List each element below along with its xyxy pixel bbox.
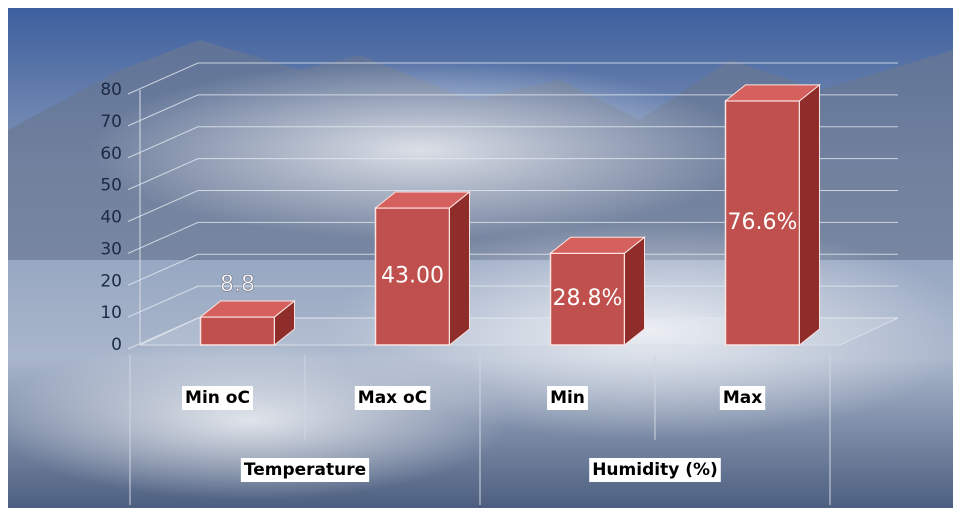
y-tick-label: 60 (100, 144, 122, 164)
bar (199, 316, 276, 346)
grid-line (127, 190, 898, 222)
grid-line (127, 158, 898, 191)
label-box (240, 458, 370, 482)
cloud (90, 60, 750, 240)
bar-side (449, 190, 470, 347)
value-label: 76.6% (728, 210, 798, 235)
group-label: Humidity (%) (592, 460, 718, 480)
grid-line (127, 221, 898, 254)
bar (549, 252, 626, 346)
y-tick-label: 40 (100, 208, 122, 228)
label-box (182, 386, 253, 410)
y-tick-label: 10 (100, 303, 122, 323)
y-tick-label: 20 (100, 271, 122, 291)
label-box (719, 386, 766, 410)
bar (724, 100, 801, 346)
y-tick-label: 50 (100, 176, 122, 196)
bar-top (549, 236, 646, 254)
bar-side (799, 83, 820, 347)
value-label: 43.00 (381, 263, 444, 288)
y-tick-label: 0 (111, 335, 122, 355)
bar (374, 207, 451, 346)
grid-line (127, 317, 898, 350)
x-tick-label: Min (550, 388, 585, 408)
x-tick-label: Min oC (185, 388, 250, 408)
y-tick-label: 30 (100, 239, 122, 259)
value-label: 28.8% (553, 286, 623, 311)
y-tick-label: 70 (100, 112, 122, 132)
grid-line (127, 94, 898, 127)
bar-top (724, 84, 821, 102)
cloud (0, 340, 510, 500)
label-box (589, 458, 721, 482)
grid-line (127, 62, 898, 95)
grid-line (127, 285, 898, 318)
y-tick-label: 80 (100, 80, 122, 100)
bar-top (374, 191, 471, 209)
x-tick-label: Max (723, 388, 762, 408)
bar-side (624, 236, 645, 347)
grid-line (127, 253, 898, 286)
grid-line (127, 126, 898, 159)
group-label: Temperature (244, 460, 366, 480)
x-tick-label: Max oC (358, 388, 427, 408)
value-label: 8.8 (220, 272, 255, 297)
label-box (547, 386, 588, 410)
bar-top (199, 300, 296, 318)
label-box (354, 386, 431, 410)
